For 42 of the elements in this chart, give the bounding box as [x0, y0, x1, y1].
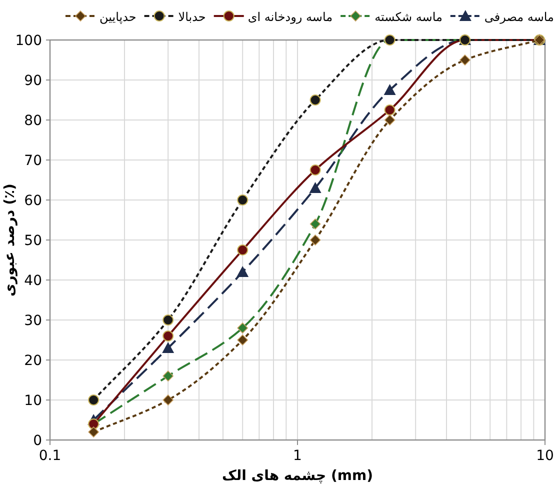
y-tick-label: 30 — [24, 313, 42, 329]
point — [384, 84, 396, 95]
point — [309, 182, 322, 193]
point — [88, 394, 100, 406]
point — [162, 370, 174, 382]
point — [237, 322, 248, 334]
point — [237, 194, 248, 206]
x-tick-label: 0.1 — [38, 448, 62, 464]
y-axis-title: درصد عبوری (٪) — [2, 184, 18, 296]
point — [310, 164, 321, 176]
y-tick-label: 20 — [24, 353, 42, 369]
legend-label: حدبالا — [178, 10, 206, 24]
point — [237, 244, 248, 256]
point — [162, 314, 174, 326]
point — [162, 330, 174, 342]
point — [88, 426, 99, 438]
point — [237, 334, 248, 346]
y-tick-label: 60 — [24, 193, 42, 209]
point — [162, 342, 174, 353]
point — [310, 94, 321, 106]
legend-label: حدپایین — [99, 10, 136, 24]
y-tick-label: 10 — [24, 393, 42, 409]
legend-label: ماسه شکسته — [374, 10, 442, 24]
y-tick-label: 40 — [24, 273, 42, 289]
y-tick-label: 80 — [24, 113, 42, 129]
y-tick-label: 100 — [15, 33, 42, 49]
point — [384, 114, 396, 126]
legend-label: ماسه رودخانه ای — [248, 10, 333, 24]
point — [162, 394, 174, 406]
x-tick-label: 10 — [536, 448, 554, 464]
y-tick-label: 70 — [24, 153, 42, 169]
point — [236, 266, 249, 277]
point — [310, 234, 321, 246]
x-tick-label: 1 — [293, 448, 302, 464]
point — [460, 54, 470, 66]
y-tick-label: 50 — [24, 233, 42, 249]
point — [310, 218, 321, 230]
point — [384, 104, 396, 116]
x-axis-title: چشمه های الک (mm) — [222, 468, 374, 484]
y-tick-label: 90 — [24, 73, 42, 89]
y-tick-label: 0 — [33, 433, 42, 449]
legend-label: ماسه مصرفی — [484, 10, 554, 24]
